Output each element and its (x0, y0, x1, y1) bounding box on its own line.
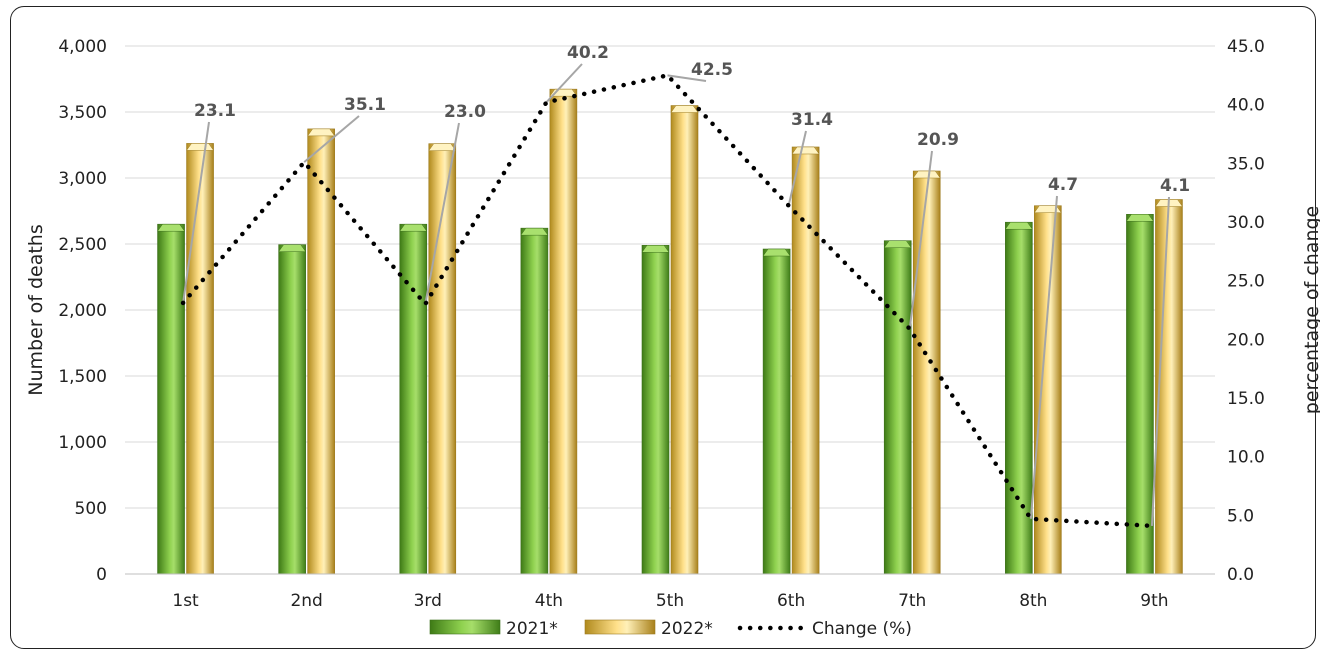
bar-bevel (520, 227, 549, 236)
y-right-tick-label: 40.0 (1227, 96, 1265, 116)
x-tick-label: 6th (777, 591, 805, 611)
bar-2021-2nd (278, 244, 306, 575)
x-tick-label: 7th (898, 591, 926, 611)
data-label: 4.1 (1160, 176, 1190, 196)
x-tick-label: 9th (1140, 591, 1168, 611)
bar-bevel (670, 105, 699, 113)
data-label: 20.9 (917, 130, 959, 150)
axes: 0 500 1,000 1,500 2,000 2,500 3,000 3,500 4,000 0… (25, 37, 1320, 611)
legend: 2021* 2022* Change (%) (429, 619, 912, 639)
leader-line (424, 122, 460, 305)
y-right-tick-label: 45.0 (1227, 37, 1265, 57)
x-tick-label: 8th (1019, 591, 1047, 611)
y-right-tick-label: 30.0 (1227, 213, 1265, 233)
data-label: 23.1 (194, 101, 236, 121)
y-right-tick-label: 0.0 (1227, 565, 1254, 585)
bar-bevel (1033, 205, 1062, 213)
data-label: 40.2 (567, 43, 609, 63)
y-right-tick-label: 10.0 (1227, 448, 1265, 468)
y-left-tick-label: 4,000 (58, 37, 107, 57)
y-left-tick-label: 3,000 (58, 169, 107, 189)
leader-line (303, 115, 360, 163)
bar-2022-4th (549, 88, 578, 575)
bar-2021-7th (883, 240, 912, 575)
bar-bevel (912, 170, 941, 179)
bar-bevel (307, 128, 336, 137)
bar-2022-2nd (307, 128, 335, 575)
legend-label: 2021* (506, 619, 558, 639)
bar-bevel (278, 244, 307, 252)
leader-line (787, 130, 807, 206)
bar-bevel (791, 146, 820, 155)
leader-line (182, 121, 210, 304)
legend-label: 2022* (661, 619, 713, 639)
data-label: 23.0 (444, 102, 486, 122)
bars (157, 88, 1183, 575)
y-right-tick-label: 25.0 (1227, 272, 1265, 292)
bar-2022-1st (186, 143, 214, 575)
y-right-tick-label: 20.0 (1227, 330, 1265, 350)
leader-line (545, 63, 583, 104)
y-left-tick-label: 500 (75, 499, 107, 519)
x-tick-label: 1st (172, 591, 199, 611)
y-left-tick-label: 2,500 (58, 235, 107, 255)
bar-2022-5th (670, 105, 699, 575)
leader-line (908, 150, 933, 329)
bar-2021-3rd (399, 223, 428, 575)
data-labels: 23.1 35.1 23.0 40.2 42.5 31.4 20.9 4.7 4.1 (194, 43, 1190, 196)
change-line-path (180, 73, 1155, 529)
leader-line (1150, 196, 1170, 526)
y-right-tick-label: 35.0 (1227, 154, 1265, 174)
leader-line (667, 74, 707, 82)
bar-bevel (762, 248, 791, 257)
leader-line (1029, 195, 1058, 519)
bar-2021-5th (641, 245, 670, 575)
legend-label: Change (%) (812, 619, 912, 639)
y-left-axis-title: Number of deaths (25, 224, 47, 396)
bar-bevel (186, 143, 215, 151)
y-left-tick-label: 0 (96, 565, 107, 585)
bar-bevel (1004, 221, 1033, 230)
x-tick-label: 2nd (290, 591, 322, 611)
bar-bevel (399, 223, 428, 232)
legend-swatch-2021 (429, 619, 501, 635)
bar-bevel (157, 223, 186, 232)
bar-2021-4th (520, 227, 549, 575)
data-label: 42.5 (691, 60, 733, 80)
data-label: 35.1 (344, 95, 386, 115)
y-left-tick-label: 2,000 (58, 301, 107, 321)
y-right-tick-label: 15.0 (1227, 389, 1265, 409)
x-tick-label: 4th (535, 591, 563, 611)
y-left-tick-label: 1,000 (58, 433, 107, 453)
data-label: 4.7 (1048, 175, 1078, 195)
bar-2021-8th (1005, 221, 1033, 575)
x-tick-label: 3rd (414, 591, 442, 611)
leader-lines (182, 63, 1170, 526)
y-left-tick-label: 3,500 (58, 103, 107, 123)
bar-2021-6th (762, 248, 791, 575)
bar-2021-1st (157, 223, 185, 575)
bar-bevel (1125, 214, 1154, 222)
legend-swatch-2022 (584, 619, 656, 635)
x-tick-label: 5th (656, 591, 684, 611)
bar-bevel (883, 240, 912, 248)
y-right-tick-label: 5.0 (1227, 506, 1254, 526)
bar-2022-7th (912, 170, 941, 575)
bar-2021-9th (1126, 214, 1154, 575)
bar-bevel (428, 143, 457, 151)
change-line (180, 73, 1155, 529)
y-right-axis-title: percentage of change (1301, 206, 1320, 414)
y-left-tick-label: 1,500 (58, 367, 107, 387)
bar-bevel (641, 245, 670, 253)
data-label: 31.4 (791, 110, 833, 130)
